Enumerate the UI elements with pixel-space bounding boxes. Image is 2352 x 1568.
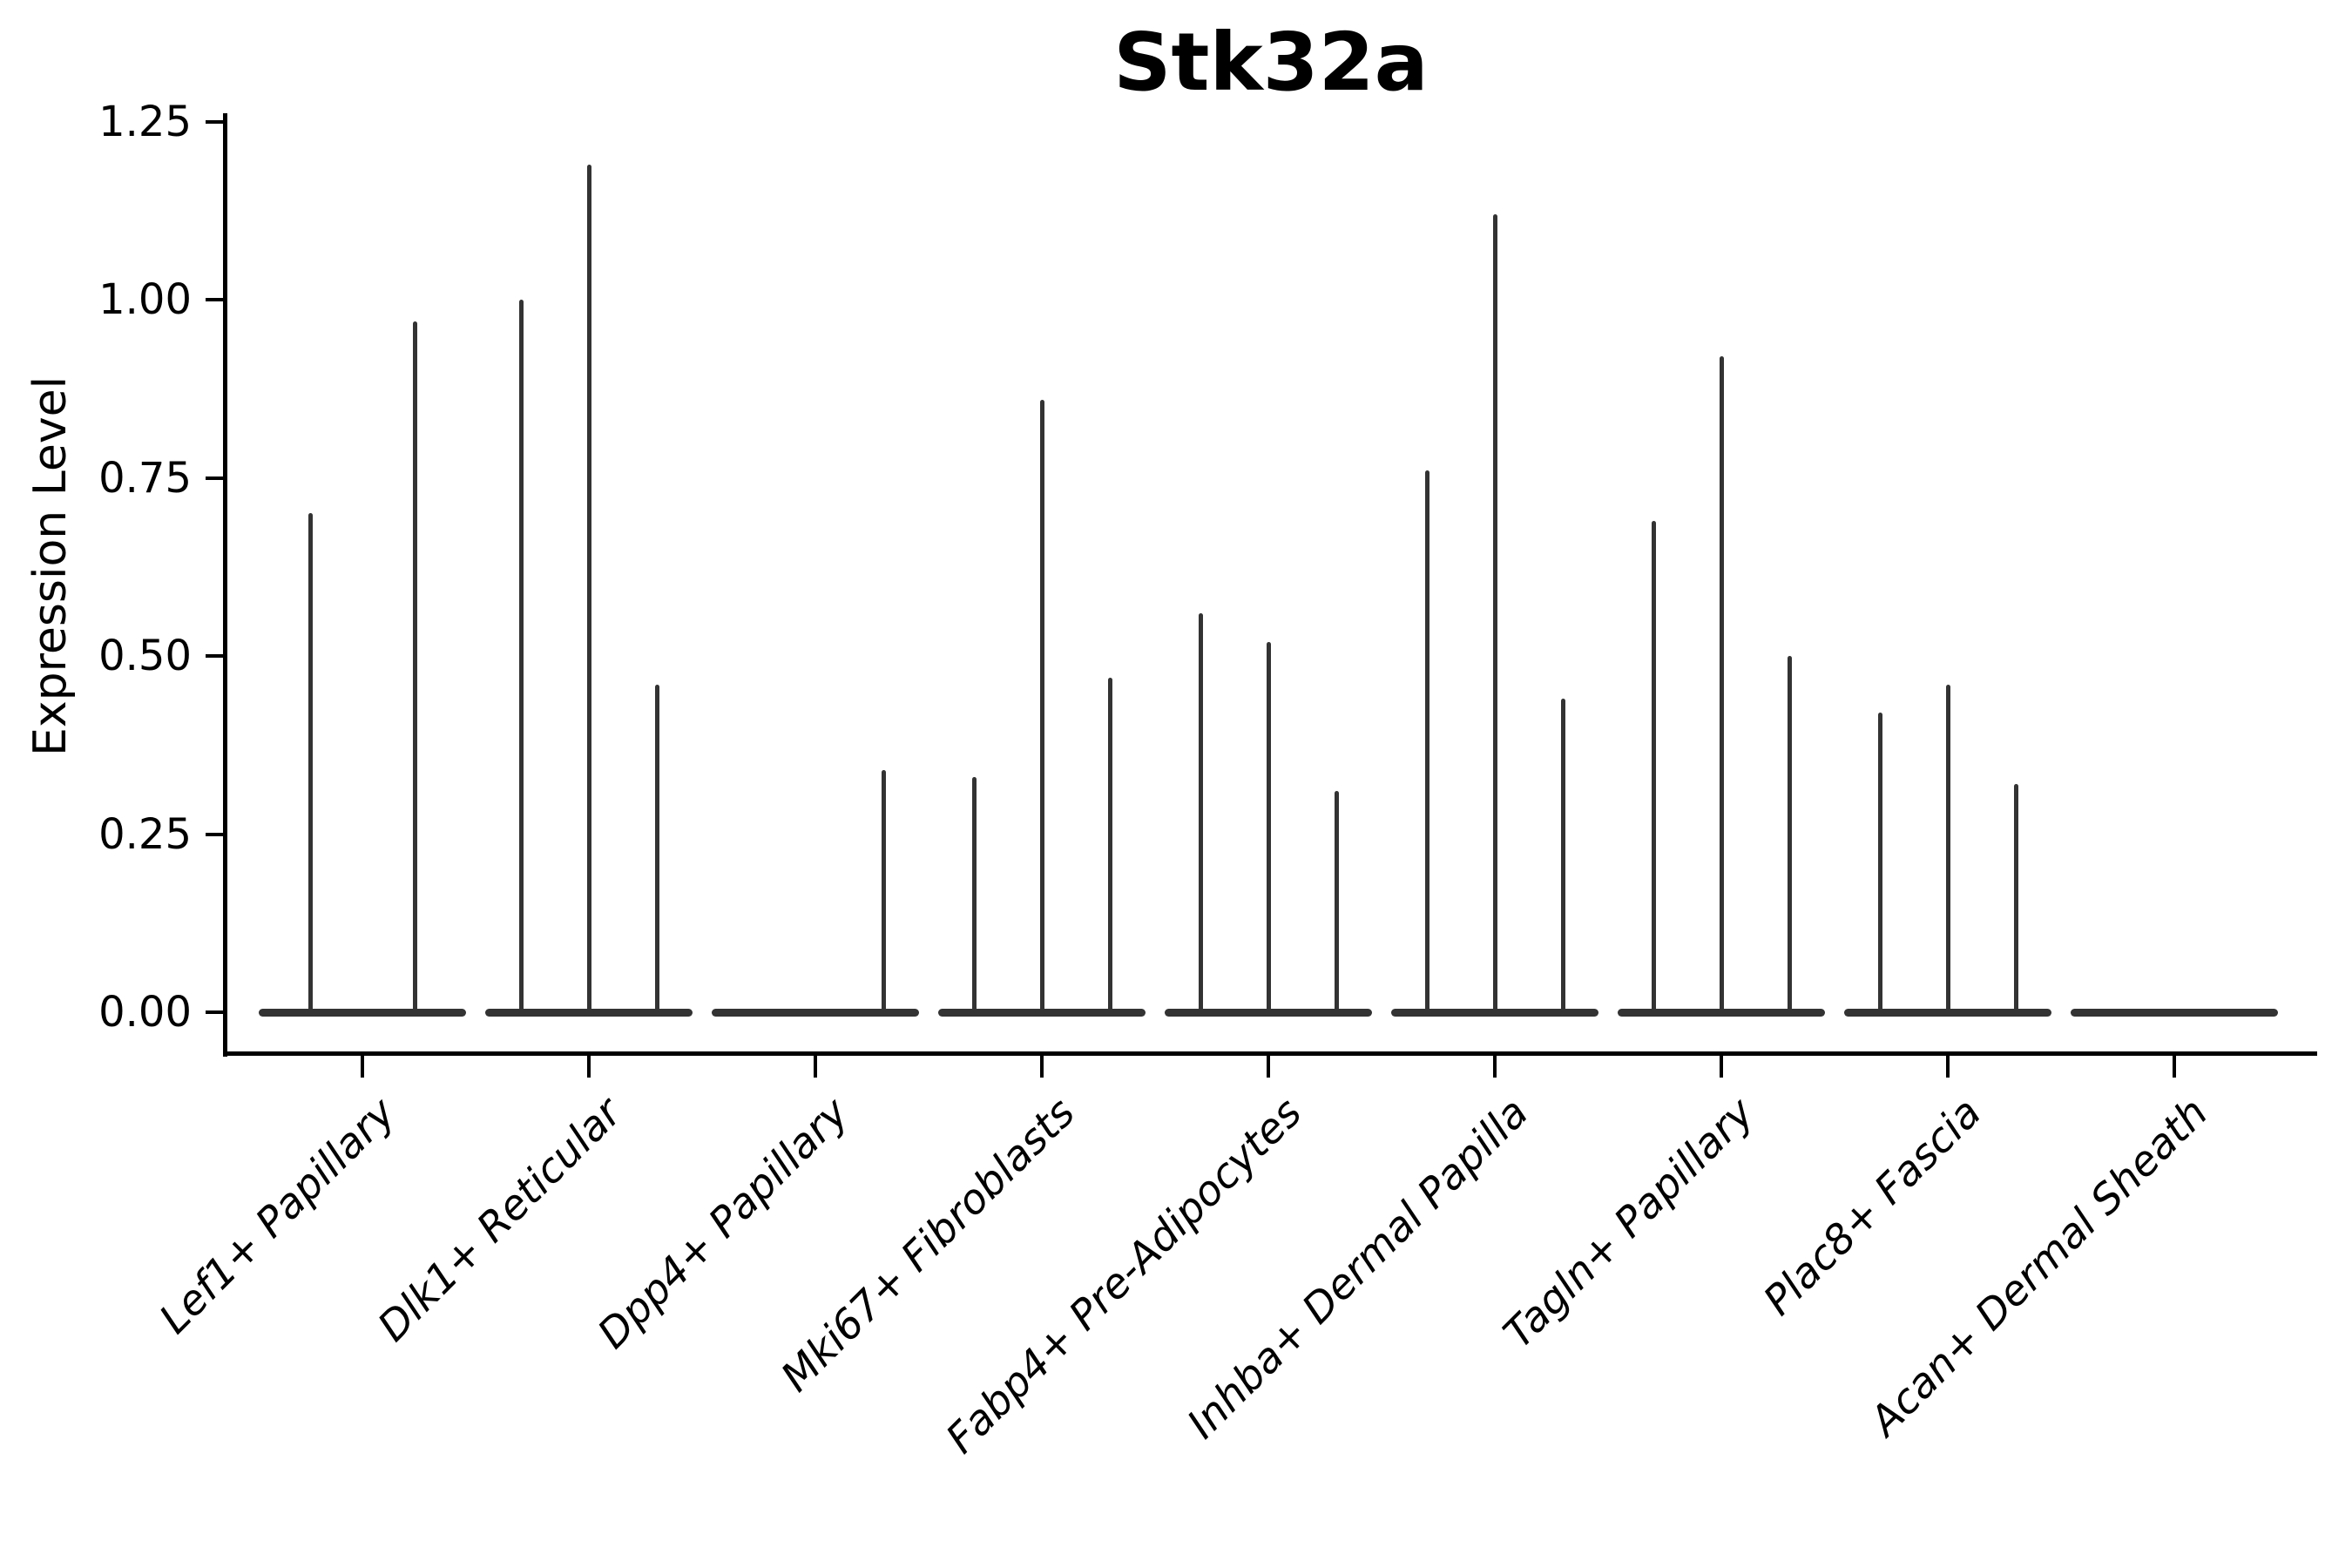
- y-tick: [206, 654, 225, 658]
- violin-spike: [881, 769, 886, 1015]
- violin-spike: [308, 513, 313, 1015]
- violin-base: [259, 1008, 466, 1017]
- violin-spike: [1787, 656, 1792, 1015]
- violin-spike: [654, 684, 659, 1015]
- chart-title: Stk32a: [1113, 16, 1429, 109]
- violin-spike: [1039, 399, 1044, 1015]
- violin-spike: [1266, 641, 1271, 1015]
- violin-spike: [1945, 684, 1950, 1015]
- x-tick: [814, 1054, 817, 1078]
- x-tick: [1267, 1054, 1270, 1078]
- violin-spike: [1334, 791, 1339, 1015]
- violin-spike: [1560, 699, 1565, 1015]
- violin-spike: [1651, 520, 1656, 1015]
- y-axis-spine: [222, 113, 227, 1057]
- violin-spike: [1198, 612, 1203, 1015]
- x-tick: [1040, 1054, 1044, 1078]
- y-tick: [206, 298, 225, 301]
- y-tick-label: 0.00: [98, 988, 192, 1037]
- y-tick-label: 0.25: [98, 809, 192, 859]
- x-tick: [1946, 1054, 1950, 1078]
- x-tick: [1493, 1054, 1497, 1078]
- x-tick: [2173, 1054, 2176, 1078]
- violin-base: [2071, 1008, 2278, 1017]
- y-tick-label: 0.50: [98, 632, 192, 680]
- x-tick-label: Plac8+ Fascia: [1754, 1088, 1991, 1325]
- y-tick: [206, 119, 225, 124]
- x-tick-label: Tagln+ Papillary: [1494, 1088, 1764, 1358]
- y-axis-label: Expression Level: [24, 375, 77, 757]
- x-axis-spine: [222, 1051, 2317, 1056]
- x-tick: [587, 1054, 591, 1078]
- violin-spike: [518, 300, 524, 1015]
- y-tick: [206, 476, 225, 480]
- violin-spike: [1492, 213, 1497, 1015]
- violin-spike: [2013, 784, 2018, 1015]
- y-tick-label: 1.25: [98, 97, 192, 146]
- x-tick-label: Lef1+ Papillary: [150, 1088, 405, 1343]
- violin-spike: [1877, 713, 1882, 1015]
- x-tick: [1720, 1054, 1723, 1078]
- violin-spike: [1424, 470, 1429, 1015]
- y-tick: [206, 832, 225, 836]
- y-tick-label: 0.75: [98, 453, 192, 503]
- x-tick-label: Dlk1+ Reticular: [368, 1088, 632, 1351]
- violin-spike: [1719, 356, 1724, 1015]
- violin-spike: [1107, 677, 1112, 1015]
- violin-spike: [412, 321, 417, 1015]
- violin-base: [712, 1008, 919, 1017]
- y-tick-label: 1.00: [98, 275, 192, 324]
- x-tick-label: Dpp4+ Papillary: [588, 1088, 858, 1359]
- violin-spike: [586, 164, 591, 1015]
- y-tick: [206, 1010, 225, 1014]
- x-tick: [361, 1054, 364, 1078]
- violin-spike: [971, 777, 977, 1015]
